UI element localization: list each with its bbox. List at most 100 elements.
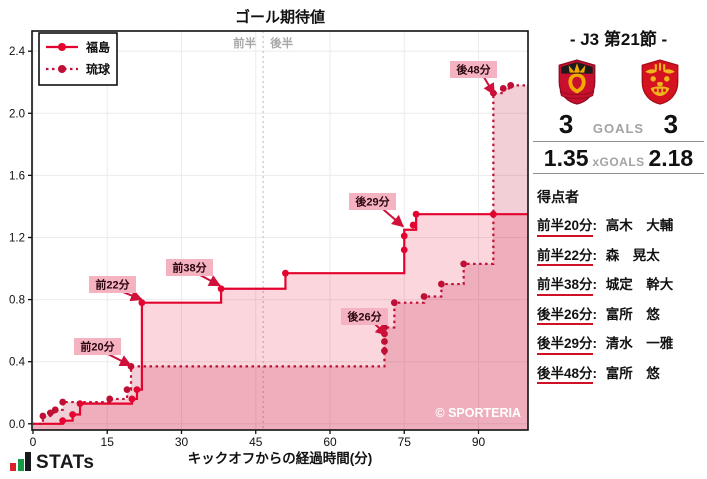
shot-marker	[46, 409, 54, 417]
shot-marker	[128, 395, 136, 403]
x-tick-label: 45	[249, 435, 263, 446]
home-goals: 3	[558, 109, 574, 139]
away-xgoals: 2.18	[648, 145, 694, 171]
scorer-name: 富所 悠	[605, 306, 660, 322]
annotation-label: 前22分	[95, 278, 129, 292]
shot-marker	[409, 221, 417, 229]
scorer-time: 前半38分	[537, 277, 593, 296]
match-title: - J3 第21節 -	[569, 30, 668, 49]
x-tick-label: 30	[175, 435, 189, 446]
sporteria-watermark: © SPORTERIA	[435, 406, 521, 420]
y-tick-label: 2.0	[9, 108, 25, 120]
shot-marker	[138, 299, 146, 307]
plot-border	[31, 30, 529, 431]
shot-marker	[507, 81, 515, 89]
scorers-title: 得点者	[537, 189, 579, 205]
scorer-row: 前半20分: 高木 大輔	[537, 214, 707, 237]
ryukyu-logo	[641, 59, 679, 105]
xg-step-chart: 前半 後半 © SPORTERIA 0 15 30 45 60 75 90 0.0 0.4 0.8 1.2…	[9, 30, 529, 446]
annotation-arrow	[382, 208, 405, 228]
second-half-label: 後半	[270, 36, 293, 50]
y-tick-label: 0.0	[9, 419, 25, 431]
fukushima-logo	[558, 59, 596, 105]
annotation-box	[89, 276, 136, 293]
scorer-name: 富所 悠	[605, 365, 660, 381]
shot-marker	[59, 398, 67, 406]
scorer-row: 前半38分: 城定 幹大	[537, 273, 707, 296]
annotation-arrow	[122, 289, 143, 302]
shot-marker	[489, 210, 497, 218]
shot-marker	[499, 85, 507, 92]
x-tick-label: 75	[398, 435, 412, 446]
xgoals-label: xGOALS	[592, 155, 645, 169]
home-xgoals: 1.35	[543, 145, 589, 171]
divider	[533, 141, 704, 142]
shot-marker	[390, 299, 398, 307]
shot-marker	[400, 232, 408, 240]
shot-marker	[381, 338, 388, 345]
y-tick-label: 0.8	[9, 295, 25, 307]
y-tick-label: 1.2	[9, 232, 25, 244]
annotation-box	[166, 259, 213, 276]
annotation-arrow	[374, 323, 388, 337]
shot-marker	[59, 417, 67, 425]
shot-marker	[133, 386, 141, 394]
shot-marker	[51, 406, 59, 414]
annotation-box	[74, 338, 121, 355]
bar-chart-icon	[10, 452, 31, 473]
shot-marker	[420, 293, 428, 300]
scorer-time: 後半29分	[537, 336, 593, 355]
shot-marker	[381, 347, 388, 355]
shot-marker	[39, 412, 47, 420]
scorer-time: 後半26分	[537, 306, 593, 325]
annotation-box	[450, 61, 497, 78]
stats-brand-logo: STATs	[10, 452, 94, 473]
shot-marker	[69, 411, 76, 418]
annotation-box	[341, 308, 388, 325]
scorer-name: 高木 大輔	[605, 218, 674, 233]
scorer-name: 城定 幹大	[605, 277, 674, 292]
x-tick-label: 0	[30, 435, 37, 446]
scorer-row: 後半48分: 富所 悠	[537, 362, 707, 384]
annotation-label: 後26分	[347, 310, 381, 324]
scorer-name: 森 晃太	[605, 247, 660, 263]
legend-box	[38, 32, 118, 86]
annotation-label: 前20分	[80, 340, 114, 354]
divider	[533, 173, 704, 174]
chart-title: ゴール期待値	[234, 9, 325, 26]
annotation-label: 後48分	[456, 63, 490, 77]
goals-row: 3 GOALS 3	[530, 109, 707, 140]
shot-marker	[106, 395, 114, 403]
x-axis-label: キックオフからの経過時間(分)	[187, 451, 373, 466]
y-tick-label: 1.6	[9, 170, 25, 182]
scorer-time: 前半20分	[537, 218, 593, 237]
xg-line-琉球	[32, 84, 528, 425]
away-goals: 3	[663, 109, 679, 139]
scorer-row: 前半22分: 森 晃太	[537, 244, 707, 266]
shot-marker	[282, 269, 289, 277]
brand-name: STATs	[36, 452, 95, 473]
scorer-name: 清水 一雅	[605, 336, 674, 351]
shot-marker	[123, 386, 131, 394]
shot-marker	[412, 210, 420, 218]
area-fill-琉球	[32, 85, 528, 430]
xgoals-row: 1.35 xGOALS 2.18	[530, 145, 707, 172]
y-tick-label: 0.4	[9, 357, 26, 369]
shot-marker	[437, 280, 445, 288]
legend-label: 福島	[85, 40, 110, 55]
x-tick-label: 15	[101, 435, 115, 446]
annotation-arrow	[199, 274, 221, 287]
first-half-label: 前半	[233, 36, 256, 50]
x-tick-label: 60	[323, 435, 337, 446]
team-logos	[530, 59, 707, 107]
scorer-time: 後半48分	[537, 365, 593, 384]
annotation-label: 前38分	[172, 261, 206, 275]
legend-marker	[58, 65, 66, 73]
shot-marker	[217, 285, 225, 293]
scorer-row: 後半26分: 富所 悠	[537, 303, 707, 325]
y-tick-label: 2.4	[9, 46, 26, 58]
annotation-label: 後29分	[355, 195, 389, 209]
annotation-arrow	[482, 76, 496, 96]
goals-label: GOALS	[592, 121, 645, 136]
